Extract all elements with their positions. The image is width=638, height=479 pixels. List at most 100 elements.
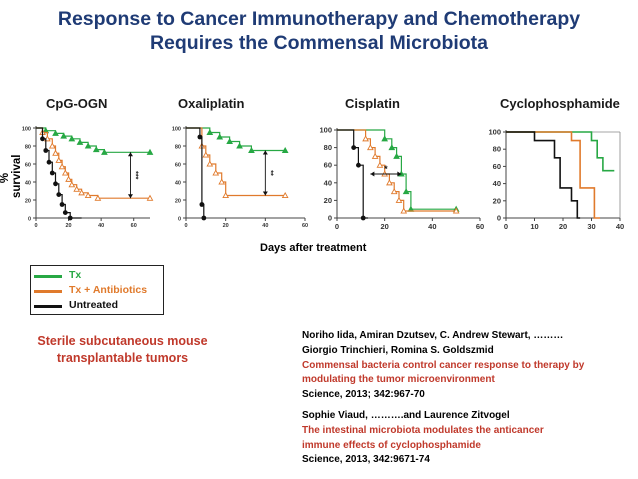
panel3-ytick-label-0: 0 — [328, 214, 332, 223]
panel2-marker-tx-antibiotics-end — [281, 191, 289, 199]
panel1-ytick-label-40: 40 — [25, 181, 31, 187]
panel2-marker-tx-6 — [226, 137, 233, 145]
panel2-marker-tx-antibiotics-4 — [202, 151, 210, 158]
panel4-ytick-label-20: 20 — [493, 196, 501, 205]
legend-swatch-untreated — [34, 305, 62, 308]
panel3-marker-untreated-6 — [360, 215, 366, 221]
panel1-marker-untreated-12 — [56, 192, 62, 198]
panel1-ytick-label-80: 80 — [25, 145, 31, 151]
panel1-marker-tx-antibiotics-10 — [55, 156, 63, 163]
panel3-marker-tx-antibiotics-14 — [390, 188, 398, 195]
panel3-marker-untreated-4 — [356, 162, 361, 168]
references: Noriho Iida, Amiran Dzutsev, C. Andrew S… — [302, 329, 632, 468]
panel3-marker-tx-10 — [402, 188, 410, 195]
panel3-marker-tx-antibiotics-2 — [362, 135, 369, 142]
panel2-marker-untreated-2 — [197, 134, 203, 140]
panel1-ytick-label-20: 20 — [25, 199, 31, 205]
panel4-ytick-label-100: 100 — [488, 128, 501, 137]
panel3-xtick-label-60: 60 — [476, 222, 484, 231]
panel1-marker-tx-12 — [84, 142, 92, 149]
legend-label-untreated: Untreated — [69, 299, 119, 311]
panel2-ytick-label-20: 20 — [175, 199, 181, 205]
panel1-marker-tx-14 — [92, 146, 100, 153]
panel1-marker-tx-end — [146, 148, 154, 155]
panel3-marker-tx-antibiotics-end — [452, 207, 460, 214]
panel1-marker-untreated-8 — [49, 170, 55, 176]
ref1-journal: Science, 2013; 342:967-70 — [302, 389, 425, 401]
slide-title-line1: Response to Cancer Immunotherapy and Che… — [57, 8, 581, 30]
panel3-line-tx-antibiotics — [337, 129, 457, 212]
ref2-journal: Science, 2013, 342:9671-74 — [302, 454, 430, 466]
panel1-sig-arrow-bottom — [127, 194, 133, 199]
panel3-marker-untreated-2 — [351, 145, 357, 151]
panel1-line-tx — [36, 127, 150, 153]
panel4-line-tx-antibiotics — [506, 131, 600, 219]
panel1-ytick-label-0: 0 — [28, 217, 31, 223]
panel3-line-tx — [337, 129, 457, 210]
panel2-marker-tx-antibiotics-10 — [218, 178, 226, 185]
panel1-marker-tx-antibiotics-6 — [48, 142, 56, 149]
panel1-xtick-label-40: 40 — [98, 223, 104, 229]
panel2-marker-tx-antibiotics-12 — [222, 191, 230, 199]
panel4-line-tx — [506, 131, 615, 172]
panel1-marker-untreated-16 — [62, 210, 68, 216]
panel1-sig-label: *** — [131, 171, 138, 179]
panel2-marker-tx-end — [281, 146, 289, 154]
panel1-line-untreated — [36, 127, 82, 219]
panel1-marker-untreated-18 — [67, 215, 73, 221]
panel1-line-tx-antibiotics — [36, 127, 150, 199]
panel2-ytick-label-60: 60 — [175, 163, 181, 169]
slide-title-line2: Requires the Commensal Microbiota — [149, 32, 489, 54]
panel-title-cisplatin: Cisplatin — [345, 96, 400, 111]
panel4-xtick-label-10: 10 — [530, 222, 538, 231]
panel3-marker-tx-antibiotics-8 — [376, 161, 384, 168]
panel4-xtick-label-20: 20 — [559, 222, 567, 231]
ref2-title-line2: immune effects of cyclophosphamide — [302, 439, 481, 451]
panel4-xtick-label-30: 30 — [587, 222, 595, 231]
panel2-marker-tx-antibiotics-8 — [212, 169, 220, 176]
panel3-ytick-label-40: 40 — [324, 178, 332, 187]
legend-swatch-tx-antibiotics — [34, 290, 62, 293]
panel3-marker-tx-antibiotics-6 — [371, 152, 379, 159]
panel1-sig-arrow-top — [127, 152, 133, 157]
legend-label-tx: Tx — [69, 269, 82, 281]
panel1-marker-tx-antibiotics-22 — [78, 189, 85, 196]
panel2-xtick-label-0: 0 — [184, 223, 187, 229]
ref2-title-line1: The intestinal microbiota modulates the … — [302, 424, 544, 436]
panel3-marker-tx-antibiotics-12 — [386, 179, 393, 186]
ref1-title-line2: modulating the tumor microenvironment — [302, 374, 495, 386]
panel3-ytick-label-80: 80 — [324, 143, 332, 152]
panel1-marker-tx-6 — [60, 132, 68, 139]
panel1-marker-untreated-2 — [40, 136, 45, 142]
legend: Tx Tx + Antibiotics Untreated — [30, 265, 164, 315]
panel1-marker-untreated-14 — [59, 202, 65, 207]
panel-title-cpg: CpG-OGN — [46, 96, 108, 111]
panel1-marker-tx-4 — [52, 129, 59, 136]
panel2-marker-untreated-6 — [201, 215, 207, 221]
panel1-ytick-label-60: 60 — [25, 163, 31, 169]
panel3-xtick-label-0: 0 — [335, 222, 339, 231]
panel2-marker-tx-2 — [206, 128, 214, 136]
panel3-marker-tx-6 — [393, 152, 400, 159]
panel3-ytick-label-60: 60 — [324, 161, 332, 170]
panel4-ytick-label-40: 40 — [493, 179, 501, 188]
panel4-ytick-label-80: 80 — [493, 145, 501, 154]
panel2-marker-untreated-4 — [199, 202, 205, 207]
panel2-marker-tx-10 — [248, 146, 255, 154]
panel1-marker-untreated-10 — [53, 181, 58, 187]
panel2-marker-tx-4 — [216, 133, 224, 140]
panel3-ytick-label-100: 100 — [319, 126, 332, 135]
panel3-line-untreated — [337, 129, 368, 219]
panel1-marker-tx-16 — [101, 148, 108, 155]
panel-title-oxaliplatin: Oxaliplatin — [178, 96, 245, 111]
panel3-sig-label: * — [384, 164, 388, 174]
ref1-authors-line2: Giorgio Trinchieri, Romina S. Goldszmid — [302, 344, 494, 356]
panel3-sig-arrow-right — [397, 171, 402, 177]
panel1-marker-untreated-4 — [43, 148, 49, 153]
panel3-xtick-label-40: 40 — [428, 222, 436, 231]
panel1-marker-tx-antibiotics-end — [146, 194, 154, 201]
panel1-marker-tx-antibiotics-8 — [52, 149, 59, 156]
panel1-marker-tx-antibiotics-14 — [61, 169, 69, 176]
legend-label-tx-antibiotics: Tx + Antibiotics — [69, 284, 148, 296]
sterile-tumors-note: Sterile subcutaneous mouse transplantabl… — [37, 334, 208, 365]
